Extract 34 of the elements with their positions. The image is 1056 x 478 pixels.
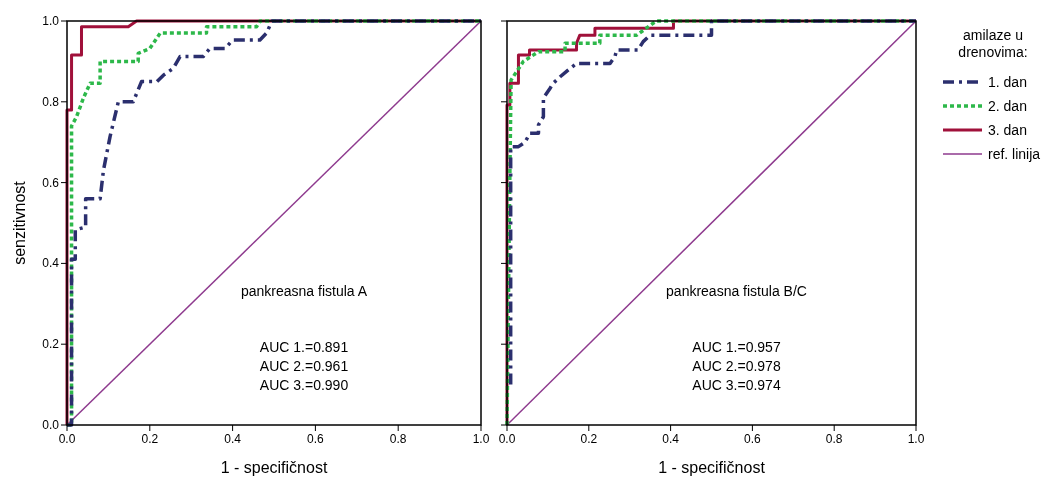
x-tick-label: 0.0 [498, 432, 516, 446]
x-axis-title: 1 - specifičnost [220, 459, 328, 476]
x-tick-label: 1.0 [472, 432, 490, 446]
x-tick-label: 0.6 [744, 432, 762, 446]
x-tick-label: 0.4 [224, 432, 242, 446]
x-tick-label: 0.2 [141, 432, 159, 446]
legend-label: ref. linija [988, 146, 1041, 162]
x-tick-label: 1.0 [907, 432, 925, 446]
y-tick-label: 0.8 [42, 94, 60, 109]
x-tick-label: 0.0 [58, 432, 76, 446]
x-axis-title: 1 - specifičnost [658, 459, 766, 476]
legend-label: 1. dan [988, 74, 1027, 90]
y-tick-label: 0.4 [42, 256, 60, 271]
x-tick-label: 0.2 [580, 432, 598, 446]
y-tick-label: 0.0 [42, 418, 60, 432]
y-tick-label: 0.6 [42, 175, 60, 190]
y-tick-label: 1.0 [42, 14, 60, 28]
legend-title: amilaze u drenovima: [958, 27, 1028, 60]
x-tick-label: 0.4 [662, 432, 680, 446]
x-tick-label: 0.6 [307, 432, 325, 446]
annotation: AUC 3.=0.974 [692, 377, 781, 394]
annotation: AUC 1.=0.891 [259, 339, 349, 356]
x-tick-label: 0.8 [825, 432, 843, 446]
y-tick-label: 0.2 [42, 337, 60, 352]
legend-label: 3. dan [988, 122, 1027, 138]
annotation: pankreasna fistula B/C [666, 282, 807, 299]
annotation: AUC 3.=0.990 [259, 377, 349, 394]
y-axis-title: senzitivnost [11, 180, 28, 265]
annotation: AUC 2.=0.978 [692, 358, 781, 375]
legend-label: 2. dan [988, 98, 1027, 114]
annotation: AUC 1.=0.957 [692, 339, 781, 356]
annotation: AUC 2.=0.961 [259, 358, 349, 375]
x-tick-label: 0.8 [389, 432, 407, 446]
annotation: pankreasna fistula A [240, 282, 368, 299]
